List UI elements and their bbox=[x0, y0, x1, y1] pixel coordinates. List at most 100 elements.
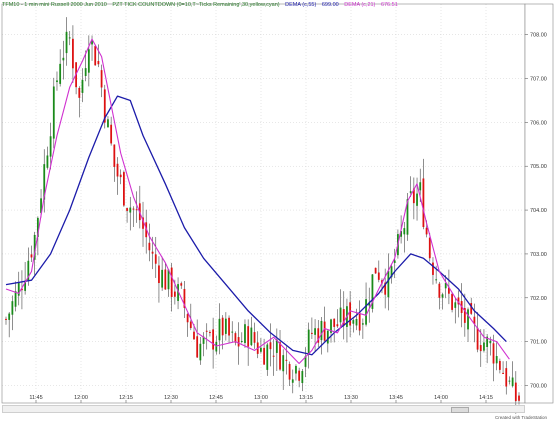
candle-body bbox=[508, 380, 511, 382]
credit-label: Created with TradeStation bbox=[494, 415, 547, 420]
candle-body bbox=[237, 337, 240, 347]
candle-body bbox=[113, 144, 116, 167]
candle-body bbox=[87, 49, 90, 73]
x-tick-label: 13:15 bbox=[299, 395, 313, 401]
horizontal-scrollbar[interactable] bbox=[2, 405, 525, 413]
candle-body bbox=[412, 188, 415, 204]
candle-body bbox=[72, 38, 74, 69]
candle-body bbox=[65, 31, 68, 54]
candle-body bbox=[330, 319, 332, 333]
candle-body bbox=[212, 329, 215, 350]
candle-body bbox=[94, 46, 97, 66]
candle-body bbox=[514, 382, 517, 402]
candle-body bbox=[390, 266, 393, 278]
x-tick-label: 14:15 bbox=[479, 395, 493, 401]
candle-body bbox=[518, 395, 520, 401]
candle-body bbox=[279, 342, 281, 370]
x-axis: 11:45 12:00 12:15 12:30 12:45 13:00 13:15 13:30… bbox=[29, 395, 493, 403]
dema-fast-label: DEMA (c,55) bbox=[285, 2, 317, 8]
candle-body bbox=[511, 377, 514, 387]
candle-body bbox=[358, 312, 361, 331]
candle-body bbox=[151, 251, 154, 254]
candle-body bbox=[161, 269, 164, 288]
candle-body bbox=[221, 317, 224, 336]
y-tick-label: 702.00 bbox=[530, 296, 547, 302]
candle-body bbox=[78, 87, 81, 98]
chart-grid bbox=[2, 4, 525, 403]
candle-body bbox=[374, 267, 377, 274]
candle-body bbox=[142, 217, 144, 229]
candle-body bbox=[355, 318, 358, 326]
dema-fast-value: 699.00 bbox=[321, 2, 339, 8]
candle-body bbox=[164, 269, 167, 290]
candle-body bbox=[495, 356, 498, 364]
candle-body bbox=[209, 331, 211, 333]
y-tick-label: 700.00 bbox=[530, 383, 547, 389]
candle-body bbox=[416, 193, 418, 206]
candle-body bbox=[215, 341, 218, 352]
chart-header: TFM10 - 1 min mini Russell 2000 Jun 2010… bbox=[2, 2, 402, 9]
candle-body bbox=[419, 182, 422, 191]
candle-body bbox=[154, 254, 157, 264]
candle-body bbox=[320, 320, 323, 341]
x-tick-label: 13:30 bbox=[344, 395, 358, 401]
candle-body bbox=[132, 208, 135, 210]
candle-body bbox=[167, 269, 170, 290]
candle-body bbox=[49, 136, 52, 157]
candle-body bbox=[183, 288, 186, 308]
candle-body bbox=[123, 172, 125, 206]
x-tick-label: 13:45 bbox=[389, 395, 403, 401]
candle-body bbox=[107, 119, 109, 128]
candle-body bbox=[448, 287, 450, 294]
candle-body bbox=[393, 260, 396, 263]
candle-body bbox=[177, 284, 179, 301]
candle-body bbox=[323, 321, 326, 341]
candle-body bbox=[231, 331, 234, 333]
candle-body bbox=[269, 342, 272, 350]
candle-body bbox=[432, 262, 434, 275]
candle-body bbox=[285, 359, 288, 361]
candle-body bbox=[24, 280, 27, 291]
candle-body bbox=[275, 339, 278, 353]
y-tick-label: 705.00 bbox=[530, 164, 547, 170]
candle-body bbox=[301, 371, 304, 384]
candle-body bbox=[240, 340, 243, 342]
candle-body bbox=[5, 318, 7, 320]
candle-body bbox=[352, 320, 355, 324]
candle-body bbox=[14, 291, 17, 307]
candle-body bbox=[505, 368, 508, 387]
candle-body bbox=[148, 242, 151, 251]
y-tick-label: 706.00 bbox=[530, 120, 547, 126]
candle-body bbox=[486, 336, 489, 347]
candle-body bbox=[463, 308, 466, 323]
candle-body bbox=[326, 330, 329, 344]
candle-body bbox=[333, 318, 336, 327]
candle-body bbox=[365, 299, 367, 325]
candle-body bbox=[81, 79, 84, 93]
y-tick-label: 704.00 bbox=[530, 208, 547, 214]
candle-body bbox=[36, 217, 39, 237]
candle-body bbox=[400, 231, 402, 237]
candle-body bbox=[43, 164, 46, 200]
scrollbar-thumb[interactable] bbox=[451, 407, 469, 413]
candle-body bbox=[498, 360, 501, 370]
candle-body bbox=[46, 155, 49, 168]
candle-body bbox=[253, 332, 256, 343]
candle-body bbox=[339, 307, 342, 323]
y-tick-label: 703.00 bbox=[530, 252, 547, 258]
dema-slow-label: DEMA (c,21) bbox=[344, 2, 376, 8]
candle-body bbox=[110, 124, 113, 144]
candle-body bbox=[310, 332, 313, 334]
x-tick-label: 12:15 bbox=[119, 395, 133, 401]
indicator-label: PZT TICK COUNTDOWN (0=10,T~Ticks Remaini… bbox=[112, 2, 280, 8]
candle-body bbox=[384, 282, 387, 295]
candle-body bbox=[224, 318, 227, 334]
candle-body bbox=[244, 324, 246, 344]
candle-body bbox=[56, 80, 58, 83]
candle-body bbox=[470, 303, 473, 314]
candle-body bbox=[298, 370, 301, 381]
candle-body bbox=[291, 379, 294, 383]
candle-body bbox=[126, 208, 128, 211]
